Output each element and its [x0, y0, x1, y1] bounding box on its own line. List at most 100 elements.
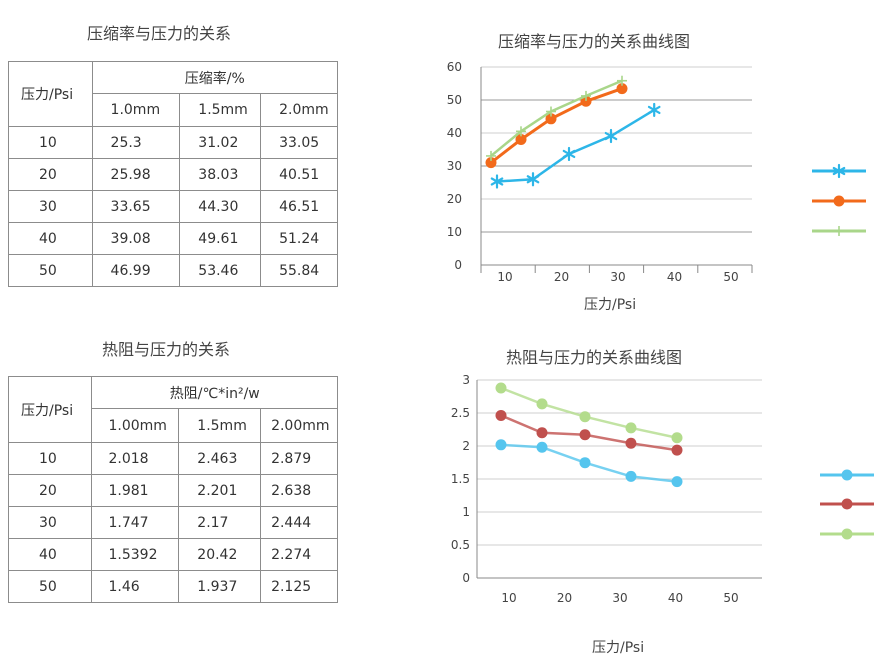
chart2-xlabel: 压力/Psi — [592, 640, 645, 656]
legend-marker — [834, 226, 844, 236]
group-header: 热阻/℃*in²/w — [91, 376, 338, 409]
value-cell: 2.17 — [178, 506, 262, 539]
data-point — [616, 83, 628, 95]
chart1-title: 压缩率与压力的关系曲线图 — [498, 32, 691, 51]
x-tick-label: 30 — [610, 270, 625, 284]
data-point — [515, 134, 527, 146]
y-tick-label: 50 — [447, 93, 462, 107]
x-tick-label: 40 — [667, 270, 682, 284]
data-point — [536, 427, 548, 439]
table-row: 20 1.981 2.201 2.638 — [7, 474, 338, 507]
y-tick-label: 2 — [462, 439, 470, 453]
column-header: 1.00mm — [91, 408, 180, 443]
y-tick-label: 60 — [447, 60, 462, 74]
data-point — [536, 398, 548, 410]
y-tick-label: 1 — [462, 505, 470, 519]
data-point — [536, 441, 548, 453]
chart1-xlabel: 压力/Psi — [584, 297, 637, 313]
data-point — [546, 106, 556, 117]
data-point — [579, 411, 591, 423]
table-row: 30 33.65 44.30 46.51 — [8, 190, 338, 223]
value-cell: 31.02 — [179, 126, 262, 159]
y-tick-label: 1.5 — [451, 472, 470, 486]
pressure-cell: 30 — [8, 190, 93, 223]
thermal-resistance-table: 压力/Psi 热阻/℃*in²/w 1.00mm 1.5mm 2.00mm 10… — [7, 376, 338, 603]
chart2-title: 热阻与压力的关系曲线图 — [506, 348, 683, 367]
table-row: 40 39.08 49.61 51.24 — [8, 222, 338, 255]
data-point — [671, 444, 683, 456]
y-tick-label: 0 — [462, 571, 470, 585]
column-header: 1.5mm — [178, 408, 262, 443]
data-point — [625, 470, 637, 482]
series-line — [490, 79, 623, 157]
value-cell: 25.98 — [91, 158, 181, 191]
table2-title: 热阻与压力的关系 — [102, 340, 231, 359]
data-point — [617, 75, 627, 86]
table-row: 10 2.018 2.463 2.879 — [7, 442, 338, 475]
x-tick-label: 10 — [497, 270, 512, 284]
value-cell: 2.444 — [260, 506, 338, 539]
group-header: 压缩率/% — [91, 61, 339, 94]
data-point — [604, 128, 618, 144]
data-point — [516, 126, 526, 137]
data-point — [495, 439, 507, 451]
value-cell: 46.51 — [260, 190, 338, 223]
x-tick-label: 50 — [723, 591, 738, 605]
series-line — [496, 108, 655, 183]
legend-marker — [833, 195, 845, 207]
value-cell: 46.99 — [91, 254, 181, 287]
table-row: 30 1.747 2.17 2.444 — [7, 506, 338, 539]
y-tick-label: 0 — [454, 258, 462, 272]
value-cell: 20.42 — [178, 538, 262, 571]
value-cell: 2.201 — [178, 474, 262, 507]
data-point — [580, 95, 592, 107]
y-tick-label: 40 — [447, 126, 462, 140]
data-point — [562, 146, 576, 162]
value-cell: 49.61 — [179, 222, 262, 255]
x-tick-label: 40 — [668, 591, 683, 605]
data-point — [486, 150, 496, 161]
value-cell: 1.5392 — [91, 538, 180, 571]
column-header: 1.0mm — [91, 93, 181, 127]
data-point — [579, 457, 591, 469]
value-cell: 53.46 — [179, 254, 262, 287]
data-point — [579, 429, 591, 441]
data-point — [495, 409, 507, 421]
table1-title: 压缩率与压力的关系 — [87, 24, 232, 43]
x-tick-label: 20 — [557, 591, 572, 605]
data-point — [625, 422, 637, 434]
data-point — [526, 172, 540, 187]
value-cell: 2.638 — [260, 474, 338, 507]
data-point — [485, 157, 497, 169]
x-tick-label: 20 — [554, 270, 569, 284]
value-cell: 25.3 — [91, 126, 181, 159]
value-cell: 55.84 — [260, 254, 338, 287]
legend-marker — [832, 163, 846, 179]
compression-table: 压力/Psi 压缩率/% 1.0mm 1.5mm 2.0mm 10 25.3 3… — [8, 61, 339, 287]
x-tick-label: 30 — [612, 591, 627, 605]
pressure-cell: 20 — [7, 474, 93, 507]
y-tick-label: 30 — [447, 159, 462, 173]
legend-marker — [841, 528, 853, 540]
pressure-cell: 30 — [7, 506, 93, 539]
data-point — [647, 102, 661, 118]
pressure-cell: 50 — [8, 254, 93, 287]
legend-marker — [841, 498, 853, 510]
data-point — [495, 382, 507, 394]
value-cell: 44.30 — [179, 190, 262, 223]
x-tick-label: 10 — [501, 591, 516, 605]
legend-marker — [841, 469, 853, 481]
data-point — [625, 437, 637, 449]
y-tick-label: 20 — [447, 192, 462, 206]
column-header: 2.00mm — [260, 408, 338, 443]
data-point — [545, 113, 557, 125]
row-header: 压力/Psi — [7, 376, 93, 443]
value-cell: 39.08 — [91, 222, 181, 255]
x-tick-label: 50 — [723, 270, 738, 284]
value-cell: 1.46 — [91, 570, 180, 603]
y-tick-label: 10 — [447, 225, 462, 239]
data-point — [671, 432, 683, 444]
column-header: 2.0mm — [260, 93, 338, 127]
y-tick-label: 0.5 — [451, 538, 470, 552]
value-cell: 38.03 — [179, 158, 262, 191]
